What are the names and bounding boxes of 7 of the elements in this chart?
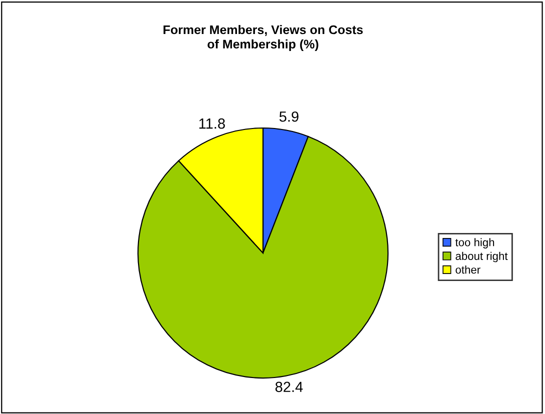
data-label: 11.8: [199, 118, 225, 129]
data-label: 5.9: [279, 111, 298, 122]
legend-label: other: [456, 266, 480, 274]
legend-label: about right: [456, 252, 508, 262]
chart-title: Former Members, Views on Costs of Membership (%): [164, 24, 363, 52]
legend-label: too high: [455, 238, 494, 248]
data-label: 82.4: [275, 382, 303, 392]
